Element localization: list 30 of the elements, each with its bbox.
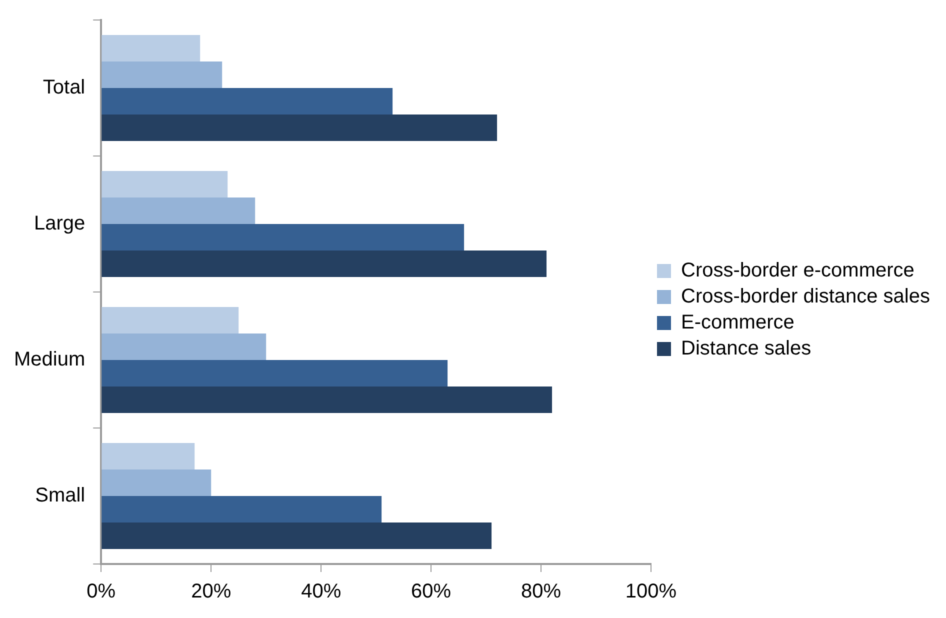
x-tick-label: 40% (301, 580, 342, 603)
bar (102, 442, 195, 470)
x-tick-label: 60% (411, 580, 452, 603)
bar (102, 197, 256, 224)
bar (102, 360, 448, 387)
bar (102, 114, 498, 142)
bar (102, 333, 266, 360)
y-tick-label: Large (34, 212, 86, 235)
legend-label: Distance sales (681, 338, 812, 360)
y-tick-label: Small (35, 484, 86, 507)
legend-label: Cross-border e-commerce (681, 260, 914, 282)
bar (102, 522, 492, 550)
bar (102, 306, 239, 334)
x-tick-label: 0% (86, 580, 116, 603)
legend-label: Cross-border distance sales (681, 286, 930, 308)
bar (102, 61, 222, 88)
bar (102, 170, 228, 198)
bar (102, 386, 552, 414)
x-tick-label: 80% (521, 580, 562, 603)
x-tick-label: 100% (625, 580, 677, 603)
legend-label: E-commerce (681, 312, 794, 334)
bar (102, 34, 200, 62)
x-tick-label: 20% (191, 580, 232, 603)
y-tick-label: Total (42, 76, 86, 99)
bar (102, 469, 212, 496)
y-tick-label: Medium (14, 348, 86, 371)
bar (102, 250, 547, 278)
bar (102, 88, 393, 115)
bar (102, 496, 382, 523)
bar (102, 224, 464, 251)
